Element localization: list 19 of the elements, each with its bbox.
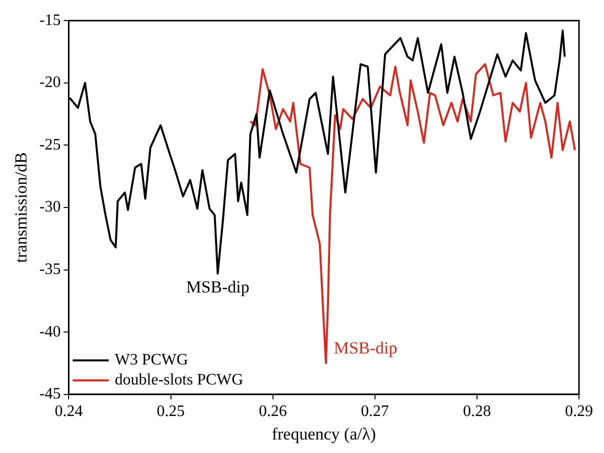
x-tick-label: 0.26 <box>258 403 287 420</box>
x-tick-label: 0.25 <box>156 403 185 420</box>
y-tick-label: -30 <box>39 198 61 216</box>
annotation: MSB-dip <box>186 278 250 297</box>
y-axis-title: transmission/dB <box>12 152 31 263</box>
annotation: MSB-dip <box>334 338 398 358</box>
y-tick-label: -40 <box>39 323 61 340</box>
x-tick-label: 0.28 <box>462 403 491 420</box>
legend-label: W3 PCWG <box>114 352 188 369</box>
x-tick-label: 0.24 <box>54 403 83 420</box>
legend-label: double-slots PCWG <box>114 372 244 389</box>
x-tick-label: 0.27 <box>360 403 389 420</box>
y-tick-label: -45 <box>39 386 61 403</box>
y-tick-label: -25 <box>39 136 61 154</box>
x-axis-title: frequency (a/λ) <box>272 424 376 444</box>
y-tick-label: -20 <box>39 74 61 92</box>
y-tick-label: -15 <box>39 12 61 29</box>
x-tick-label: 0.29 <box>565 403 593 420</box>
y-tick-label: -35 <box>39 261 61 278</box>
